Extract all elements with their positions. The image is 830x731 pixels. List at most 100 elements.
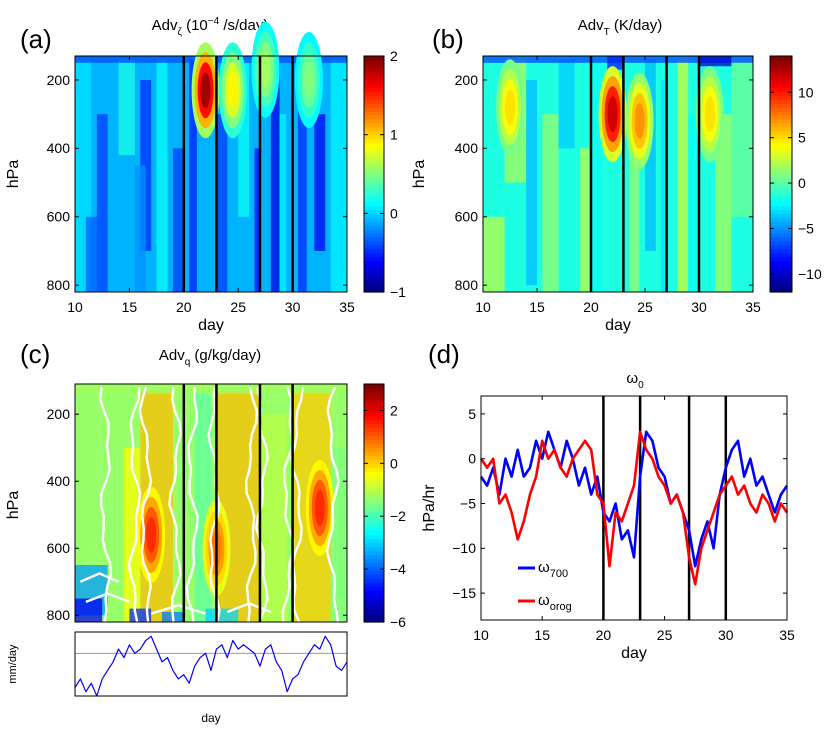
colorbar-step (770, 87, 792, 92)
panel-a-colorbar: −1 0 1 2 (363, 48, 406, 300)
panel-b-xticks: 10 15 20 25 30 35 (475, 56, 761, 315)
colorbar-step (770, 162, 792, 167)
colorbar-step (364, 272, 384, 277)
colorbar-step (364, 174, 384, 179)
heatmap-streak (607, 56, 624, 70)
heatmap-streak (123, 447, 141, 622)
colorbar-step (770, 130, 792, 136)
colorbar-step (364, 56, 384, 61)
heatmap-streak (580, 148, 591, 292)
colorbar-step (364, 419, 384, 425)
colorbar-step (364, 403, 384, 409)
x-tick-label: 30 (285, 299, 301, 315)
colorbar-step (364, 95, 384, 100)
colorbar-step (364, 268, 384, 273)
inset-frame (74, 631, 348, 697)
panel-c-inset: day mm/day (7, 631, 348, 725)
colorbar-step (364, 118, 384, 124)
colorbar-step (770, 197, 792, 203)
y-tick-label: −15 (452, 585, 476, 601)
colorbar-step (770, 272, 792, 277)
x-tick-label: 20 (176, 299, 192, 315)
colorbar-frame (363, 55, 385, 293)
colorbar-step (364, 463, 384, 468)
colorbar-step (770, 170, 792, 175)
colorbar-step (364, 522, 384, 528)
colorbar-step (364, 276, 384, 281)
heatmap-streak (542, 114, 559, 292)
colorbar-step (364, 483, 384, 488)
colorbar-step (770, 284, 792, 289)
colorbar-step (770, 288, 792, 293)
panel-a-heatmap (75, 21, 347, 292)
inset-ylabel: mm/day (7, 644, 19, 684)
white-contour (79, 572, 120, 583)
colorbar-step (364, 170, 384, 175)
heatmap-streak (688, 114, 699, 292)
colorbar-step (364, 570, 384, 575)
colorbar-tick-label: 5 (798, 130, 806, 146)
colorbar-tick-label: 2 (390, 48, 398, 64)
x-tick-label: 25 (657, 627, 673, 643)
panel-a-frame (74, 55, 348, 293)
colorbar-step (364, 451, 384, 456)
heatmap-streak (699, 56, 732, 67)
inset-xlabel: day (201, 711, 220, 725)
x-tick-label: 15 (529, 299, 545, 315)
panel-c-ylabel: hPa (5, 491, 22, 520)
colorbar-step (770, 83, 792, 89)
colorbar-step (770, 59, 792, 65)
colorbar-step (770, 99, 792, 104)
colorbar-step (364, 59, 384, 65)
colorbar-step (770, 229, 792, 234)
colorbar-step (770, 126, 792, 132)
colorbar-step (770, 181, 792, 187)
colorbar-step (364, 514, 384, 520)
colorbar-step (770, 256, 792, 262)
colorbar-step (364, 71, 384, 77)
series-line-precip (74, 635, 348, 697)
heatmap-hotspot (200, 72, 211, 109)
panel-b: (b) AdvT (K/day) 10 15 20 25 30 35 200 400 600 8… (411, 17, 822, 334)
colorbar-step (770, 225, 792, 230)
colorbar-step (770, 201, 792, 207)
colorbar-tick-label: 2 (390, 402, 398, 418)
x-tick-label: 35 (745, 299, 761, 315)
white-contour (138, 387, 153, 623)
colorbar-step (364, 280, 384, 285)
y-tick-label: 5 (468, 406, 476, 422)
panel-b-title: AdvT (K/day) (578, 17, 662, 38)
heatmap-hotspot (314, 490, 325, 527)
y-tick-label: 200 (455, 72, 479, 88)
colorbar-step (364, 427, 384, 433)
colorbar-step (364, 75, 384, 81)
x-tick-label: 10 (475, 299, 491, 315)
colorbar-tick-label: 1 (390, 127, 398, 143)
colorbar-step (364, 181, 384, 187)
colorbar-step (364, 162, 384, 167)
colorbar-step (770, 276, 792, 281)
colorbar-step (364, 518, 384, 524)
colorbar-step (364, 225, 384, 230)
panel-d-frame (480, 395, 788, 621)
colorbar-step (770, 79, 792, 85)
colorbar-step (770, 244, 792, 250)
colorbar-step (364, 407, 384, 413)
colorbar-step (770, 154, 792, 159)
heatmap-streak (96, 114, 108, 292)
colorbar-step (770, 177, 792, 183)
colorbar-step (364, 87, 384, 92)
colorbar-step (770, 189, 792, 195)
colorbar-step (364, 443, 384, 449)
colorbar-step (364, 91, 384, 96)
x-tick-label: 25 (637, 299, 653, 315)
colorbar-step (364, 475, 384, 480)
x-tick-label: 35 (339, 299, 355, 315)
colorbar-tick-label: 0 (390, 455, 398, 471)
heatmap-hotspot (146, 516, 157, 553)
colorbar-step (364, 411, 384, 417)
white-contour (185, 387, 199, 623)
colorbar-step (770, 56, 792, 61)
colorbar-step (364, 205, 384, 210)
x-tick-label: 20 (596, 627, 612, 643)
